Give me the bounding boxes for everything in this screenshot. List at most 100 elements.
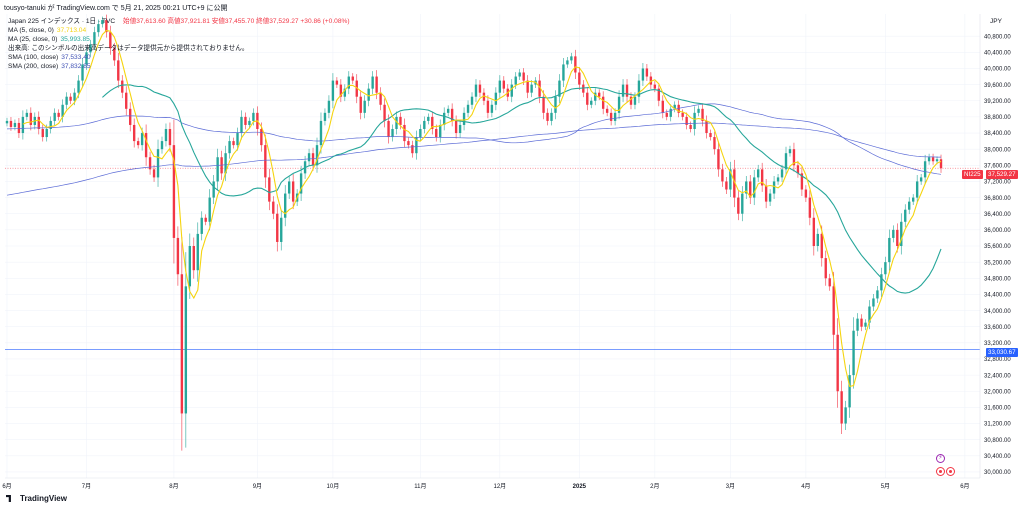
candle	[816, 228, 819, 252]
candle	[17, 117, 21, 138]
candle	[383, 98, 386, 128]
price-tick-label: 39,600.00	[984, 83, 1011, 89]
candle	[808, 190, 812, 226]
legend-volume[interactable]: 出来高: このシンボルの出来高データはデータ提供元から提供されておりません。	[8, 44, 350, 53]
sma100-line	[6, 103, 942, 175]
candle	[590, 97, 593, 109]
candle	[93, 26, 96, 50]
candle	[911, 194, 915, 206]
candle	[407, 137, 410, 149]
candle	[490, 100, 494, 118]
candle	[164, 123, 168, 147]
candle	[276, 204, 279, 252]
candle	[908, 197, 911, 215]
candle	[284, 185, 287, 227]
candle	[923, 154, 927, 184]
last-price-tag: 37,529.27	[986, 170, 1018, 179]
candle	[458, 120, 462, 138]
price-tick-label: 32,400.00	[984, 373, 1011, 379]
candle	[196, 222, 199, 282]
candle	[351, 73, 354, 85]
candle	[125, 86, 128, 116]
legend-sma100[interactable]: SMA (100, close) 37,533.40	[8, 53, 350, 62]
candle	[927, 153, 931, 165]
candle	[876, 285, 879, 303]
candle	[192, 237, 195, 279]
candle	[530, 80, 533, 98]
candle	[613, 108, 617, 126]
price-tick-label: 33,200.00	[984, 341, 1011, 347]
candle	[248, 117, 251, 129]
currency-label[interactable]: JPY	[990, 18, 1002, 25]
moving-averages	[6, 29, 942, 388]
time-tick-label: 11月	[414, 483, 426, 490]
candle	[423, 116, 426, 134]
event-marker-icon[interactable]	[946, 467, 955, 476]
candle	[331, 73, 335, 109]
candle	[641, 63, 645, 87]
candle	[343, 84, 347, 102]
price-tick-label: 40,800.00	[984, 34, 1011, 40]
symbol-tag-label: NI225	[964, 171, 981, 178]
candle	[518, 69, 521, 80]
candle	[578, 67, 581, 91]
price-axis[interactable]: 30,000.00 30,400.00 30,800.00 31,200.00 31,6…	[979, 14, 1011, 478]
candle	[474, 79, 478, 103]
candle	[753, 169, 756, 206]
time-axis[interactable]: 6月 7月 8月 9月 10月 11月 12月 2025 2月 3月 4月 5月 6月	[2, 477, 980, 490]
symbol-line[interactable]: Japan 225 インデックス · 1日 · TVC 始値37,613.60 …	[8, 17, 350, 26]
candle	[681, 109, 684, 121]
candle	[176, 226, 180, 286]
candle	[427, 113, 430, 125]
candle	[645, 64, 649, 81]
candle	[637, 74, 641, 104]
candle	[311, 147, 315, 171]
candle	[649, 72, 653, 90]
candle	[538, 74, 541, 104]
candle	[864, 319, 867, 331]
candle	[502, 76, 506, 94]
time-tick-label: 6月	[2, 483, 11, 490]
symbol-price-tag: NI225	[962, 170, 983, 179]
candle	[673, 101, 676, 113]
candle	[661, 95, 664, 119]
legend-sma200[interactable]: SMA (200, close) 37,832.85	[8, 62, 350, 71]
candle	[784, 146, 788, 176]
legend-ma5[interactable]: MA (5, close, 0) 37,713.04	[8, 26, 350, 35]
candle	[872, 294, 875, 311]
candle	[148, 151, 152, 175]
candle	[884, 256, 887, 280]
candle	[323, 108, 327, 126]
candle	[594, 88, 597, 106]
candle	[717, 141, 720, 177]
time-tick-label: 4月	[801, 483, 810, 490]
candle	[37, 111, 40, 135]
candle	[574, 49, 577, 79]
candle	[446, 105, 450, 117]
lightning-icon[interactable]: ⚡	[936, 454, 945, 463]
candle	[812, 208, 816, 256]
candle	[562, 57, 565, 88]
candle	[693, 106, 696, 136]
candle	[65, 92, 68, 110]
candle	[395, 111, 398, 135]
candle	[804, 185, 808, 203]
candle	[144, 124, 148, 166]
candle	[379, 87, 382, 111]
legend-ma25[interactable]: MA (25, close, 0) 35,993.85	[8, 35, 350, 44]
candle	[733, 159, 736, 208]
time-tick-label: 3月	[726, 483, 735, 490]
legend-label: SMA (100, close)	[8, 54, 59, 61]
price-tick-label: 40,000.00	[984, 67, 1011, 73]
hline-price-tag: 33,030.67	[986, 348, 1018, 357]
candle	[669, 104, 672, 122]
candle	[900, 213, 903, 255]
candle	[844, 400, 847, 430]
candlestick-series	[5, 14, 943, 451]
candle	[224, 145, 227, 181]
candle	[741, 186, 744, 222]
candle	[526, 75, 529, 99]
event-marker-icon[interactable]	[936, 467, 945, 476]
candle	[494, 87, 498, 111]
